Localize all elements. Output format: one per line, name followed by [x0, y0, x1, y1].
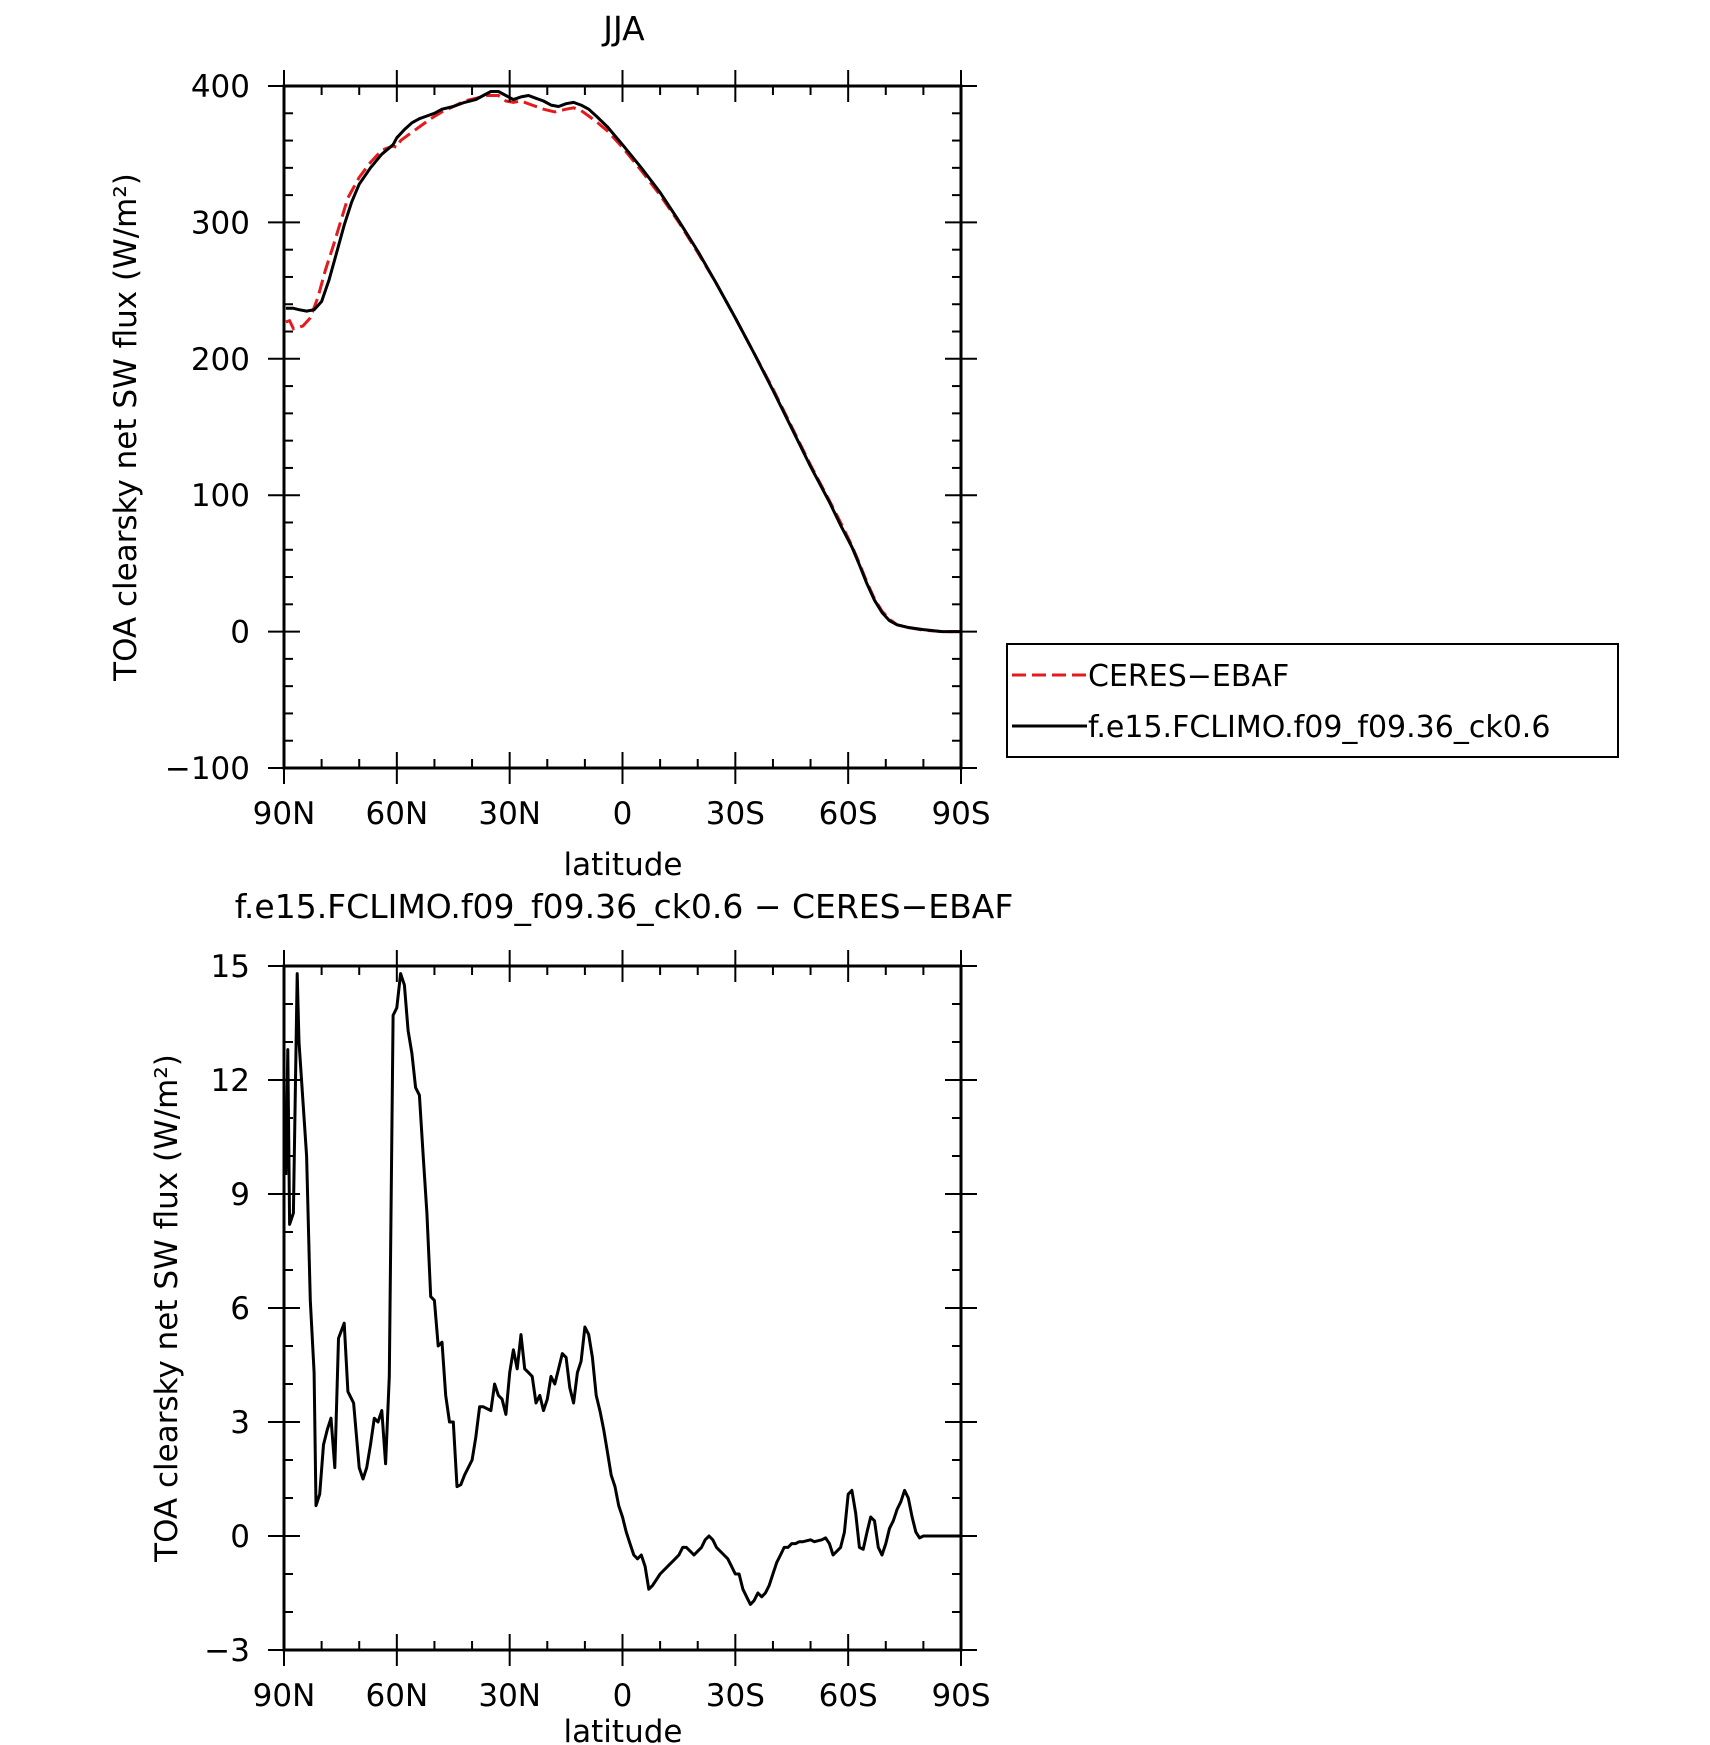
- y-tick-label: 6: [230, 1291, 250, 1327]
- x-axis-label: latitude: [564, 1714, 683, 1745]
- chart-title: f.e15.FCLIMO.f09_f09.36_ck0.6 − CERES−EB…: [235, 887, 1014, 926]
- series-group: [285, 90, 961, 634]
- y-tick-labels: −3 0 3 6 9 12 15: [204, 949, 250, 1669]
- y-tick-label: 100: [191, 478, 250, 514]
- y-tick-label: −100: [165, 751, 250, 787]
- series-line-0: [285, 94, 961, 634]
- y-tick-label: 9: [230, 1177, 250, 1213]
- x-axis-label: latitude: [564, 847, 683, 883]
- x-tick-labels: 90N 60N 30N 0 30S 60S 90S: [253, 1678, 991, 1714]
- y-tick-label: 400: [191, 69, 250, 105]
- legend-entry-ceres-ebaf: CERES−EBAF: [1088, 659, 1289, 694]
- y-tick-label: −3: [204, 1633, 250, 1669]
- x-tick-label: 90N: [253, 1678, 316, 1714]
- x-tick-label: 30N: [478, 1678, 541, 1714]
- difference-panel: f.e15.FCLIMO.f09_f09.36_ck0.6 − CERES−EB…: [149, 887, 1013, 1745]
- x-tick-label: 0: [613, 796, 633, 832]
- x-tick-label: 60S: [819, 1678, 878, 1714]
- x-tick-label: 60S: [819, 796, 878, 832]
- y-tick-label: 300: [191, 205, 250, 241]
- axis-ticks: [268, 950, 977, 1666]
- x-tick-label: 0: [613, 1678, 633, 1714]
- x-tick-label: 30N: [478, 796, 541, 832]
- legend-box: [1006, 643, 1619, 758]
- chart-title: JJA: [601, 9, 645, 48]
- x-tick-label: 90N: [253, 796, 316, 832]
- y-axis-label: TOA clearsky net SW flux (W/m²): [149, 1054, 185, 1563]
- legend: CERES−EBAF f.e15.FCLIMO.f09_f09.36_ck0.6: [1006, 643, 1619, 758]
- y-tick-label: 200: [191, 342, 250, 378]
- x-tick-labels: 90N 60N 30N 0 30S 60S 90S: [253, 796, 991, 832]
- y-tick-label: 15: [211, 949, 250, 985]
- y-tick-label: 12: [211, 1063, 250, 1099]
- x-tick-label: 90S: [931, 1678, 990, 1714]
- axis-ticks: [268, 70, 977, 784]
- x-tick-label: 30S: [706, 796, 765, 832]
- y-tick-label: 0: [230, 1519, 250, 1555]
- series-line-1: [285, 90, 961, 634]
- y-tick-label: 0: [230, 615, 250, 651]
- x-tick-label: 30S: [706, 1678, 765, 1714]
- y-axis-label: TOA clearsky net SW flux (W/m²): [108, 173, 144, 682]
- plot-frame: [282, 84, 963, 770]
- series-group: [284, 972, 961, 1606]
- x-tick-label: 90S: [931, 796, 990, 832]
- series-line-0: [284, 972, 961, 1606]
- y-tick-labels: −100 0 100 200 300 400: [165, 69, 250, 787]
- x-tick-label: 60N: [366, 1678, 429, 1714]
- legend-entry-model: f.e15.FCLIMO.f09_f09.36_ck0.6: [1088, 710, 1550, 745]
- x-tick-label: 60N: [366, 796, 429, 832]
- y-tick-label: 3: [230, 1405, 250, 1441]
